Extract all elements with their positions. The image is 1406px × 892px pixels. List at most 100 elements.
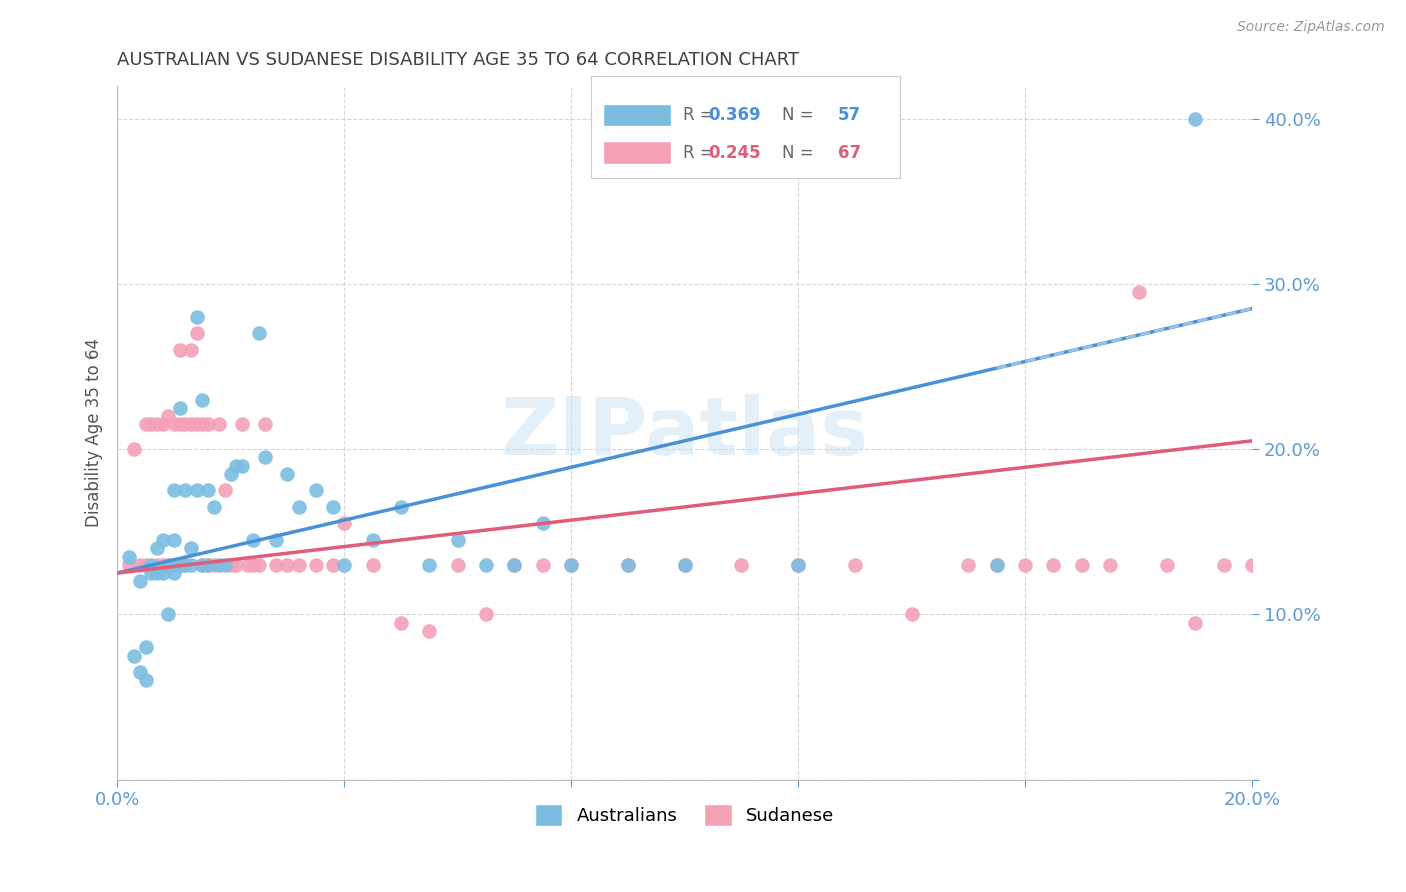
Point bbox=[475, 558, 498, 572]
Point bbox=[242, 533, 264, 547]
Point bbox=[1128, 285, 1150, 299]
Point bbox=[208, 558, 231, 572]
Point bbox=[180, 343, 202, 357]
Text: 0.369: 0.369 bbox=[709, 106, 761, 124]
Point bbox=[231, 458, 253, 473]
Point bbox=[446, 558, 468, 572]
Text: AUSTRALIAN VS SUDANESE DISABILITY AGE 35 TO 64 CORRELATION CHART: AUSTRALIAN VS SUDANESE DISABILITY AGE 35… bbox=[117, 51, 800, 69]
Point bbox=[730, 558, 752, 572]
Text: 67: 67 bbox=[838, 144, 860, 161]
Point bbox=[236, 558, 259, 572]
Point bbox=[208, 417, 231, 432]
Point bbox=[475, 607, 498, 622]
Point bbox=[197, 558, 219, 572]
Point bbox=[146, 541, 169, 556]
Point bbox=[117, 549, 139, 564]
Text: R =: R = bbox=[683, 144, 720, 161]
Text: R =: R = bbox=[683, 106, 720, 124]
Point bbox=[157, 409, 180, 423]
Point bbox=[225, 458, 247, 473]
Point bbox=[163, 566, 186, 580]
Point bbox=[191, 417, 214, 432]
Point bbox=[231, 417, 253, 432]
FancyBboxPatch shape bbox=[603, 103, 671, 126]
Point bbox=[418, 558, 440, 572]
Point bbox=[264, 533, 287, 547]
Point bbox=[146, 566, 169, 580]
Point bbox=[253, 417, 276, 432]
Point bbox=[247, 558, 270, 572]
Point bbox=[202, 558, 225, 572]
Point bbox=[844, 558, 866, 572]
Point bbox=[1042, 558, 1064, 572]
Point bbox=[957, 558, 980, 572]
Point bbox=[503, 558, 526, 572]
Point bbox=[787, 558, 810, 572]
FancyBboxPatch shape bbox=[603, 142, 671, 164]
Point bbox=[157, 558, 180, 572]
Point bbox=[986, 558, 1008, 572]
Point bbox=[152, 417, 174, 432]
Point bbox=[163, 417, 186, 432]
Point bbox=[225, 558, 247, 572]
Point bbox=[169, 401, 191, 415]
Point bbox=[673, 558, 696, 572]
Point bbox=[389, 615, 412, 630]
Point bbox=[128, 574, 150, 589]
Point bbox=[186, 483, 208, 498]
Point bbox=[219, 558, 242, 572]
Point bbox=[1099, 558, 1122, 572]
Point bbox=[128, 665, 150, 680]
Point bbox=[128, 558, 150, 572]
Point bbox=[1240, 558, 1263, 572]
Point bbox=[305, 483, 328, 498]
Point bbox=[276, 467, 298, 481]
Point bbox=[333, 558, 356, 572]
Point bbox=[152, 558, 174, 572]
Point bbox=[361, 533, 384, 547]
Point bbox=[673, 558, 696, 572]
Point bbox=[163, 483, 186, 498]
Point bbox=[214, 558, 236, 572]
Point bbox=[152, 566, 174, 580]
Point bbox=[135, 673, 157, 688]
Point bbox=[1014, 558, 1036, 572]
Point bbox=[214, 483, 236, 498]
Point bbox=[197, 558, 219, 572]
Point bbox=[1156, 558, 1178, 572]
Point bbox=[617, 558, 640, 572]
Text: 57: 57 bbox=[838, 106, 860, 124]
Point bbox=[242, 558, 264, 572]
Point bbox=[322, 500, 344, 514]
Point bbox=[174, 558, 197, 572]
Point bbox=[141, 558, 163, 572]
Point bbox=[174, 417, 197, 432]
Point bbox=[169, 558, 191, 572]
Point bbox=[135, 558, 157, 572]
Point bbox=[560, 558, 582, 572]
Point bbox=[146, 417, 169, 432]
Point bbox=[191, 558, 214, 572]
Point bbox=[186, 326, 208, 341]
Point bbox=[174, 558, 197, 572]
Point bbox=[186, 417, 208, 432]
Point bbox=[157, 558, 180, 572]
Point bbox=[117, 558, 139, 572]
Text: 0.245: 0.245 bbox=[709, 144, 761, 161]
Point bbox=[191, 558, 214, 572]
Point bbox=[163, 533, 186, 547]
Point bbox=[1184, 615, 1206, 630]
Point bbox=[446, 533, 468, 547]
Point bbox=[122, 442, 145, 456]
Y-axis label: Disability Age 35 to 64: Disability Age 35 to 64 bbox=[86, 338, 103, 527]
Point bbox=[146, 558, 169, 572]
Point bbox=[361, 558, 384, 572]
Point bbox=[157, 607, 180, 622]
Point bbox=[197, 483, 219, 498]
Point bbox=[900, 607, 922, 622]
Text: N =: N = bbox=[782, 106, 820, 124]
Point bbox=[197, 417, 219, 432]
Point bbox=[219, 467, 242, 481]
Point bbox=[169, 343, 191, 357]
Point bbox=[141, 417, 163, 432]
